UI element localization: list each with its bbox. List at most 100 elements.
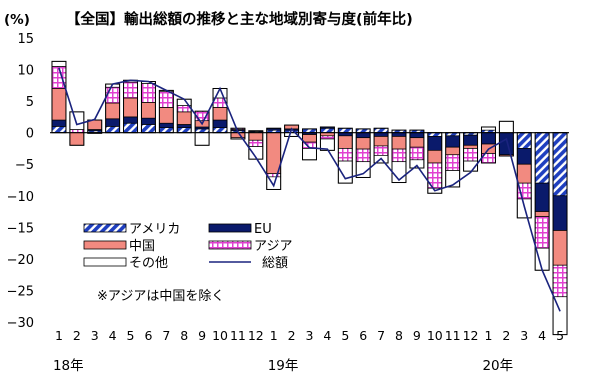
x-tick-label: 12 — [463, 328, 479, 343]
year-label: 19年 — [268, 358, 299, 374]
bar-segment-eu — [212, 119, 228, 128]
x-tick-label: 4 — [323, 328, 331, 343]
bar-segment-china — [123, 97, 138, 118]
note-text: ※アジアは中国を除く — [97, 289, 224, 304]
bar-segment-china — [552, 230, 568, 266]
bar-segment-eu — [516, 148, 532, 165]
x-tick-label: 7 — [377, 328, 385, 343]
bar-segment-eu — [427, 136, 443, 151]
legend-label-usa: アメリカ — [129, 222, 180, 237]
bar-segment-asia — [552, 264, 568, 298]
bar-segment-china — [516, 163, 532, 184]
legend-swatch-eu — [208, 223, 252, 233]
bar-segment-china — [534, 211, 550, 217]
bar-segment-eu — [355, 132, 371, 139]
bar-segment-asia — [248, 139, 264, 147]
x-tick-label: 2 — [288, 328, 296, 343]
legend-label-eu: EU — [254, 222, 272, 237]
bar-outline — [194, 110, 210, 146]
bar-segment-china — [51, 88, 67, 121]
bar-segment-china — [337, 135, 353, 149]
bar-segment-china — [391, 136, 407, 150]
x-tick-label: 7 — [162, 328, 170, 343]
bar-segment-usa — [516, 132, 532, 149]
bar-segment-asia — [123, 81, 138, 99]
bar-segment-eu — [158, 122, 174, 128]
legend-label-total: 総額 — [262, 256, 288, 271]
x-tick-label: 9 — [198, 328, 206, 343]
bar-segment-asia — [320, 135, 335, 140]
legend-swatch-usa — [83, 223, 127, 233]
y-tick-label: −10 — [7, 190, 34, 205]
x-axis-tick-labels: 1 2 3 4 5 6 7 8 9 10 11 12 1 2 3 4 5 6 7 8 9 10 11 12 1 2 3 4 5 — [55, 328, 564, 343]
y-tick-label: 5 — [26, 95, 34, 110]
x-tick-label: 1 — [484, 328, 492, 343]
bar-segment-asia — [391, 148, 407, 163]
y-tick-label: −30 — [7, 316, 34, 331]
year-label: 20年 — [482, 358, 513, 374]
x-tick-label: 10 — [427, 328, 443, 343]
bar-segment-china — [69, 132, 85, 146]
bar-segment-china — [463, 144, 478, 149]
x-tick-label: 11 — [445, 328, 461, 343]
bar-outline — [498, 120, 514, 157]
x-tick-label: 3 — [520, 328, 528, 343]
x-tick-label: 3 — [91, 328, 99, 343]
bar-segment-china — [176, 111, 192, 125]
bar-segment-other — [194, 132, 210, 146]
y-tick-label: −20 — [7, 253, 34, 268]
bar-segment-china — [105, 102, 120, 120]
x-tick-label: 1 — [270, 328, 278, 343]
bar-outline — [266, 127, 282, 190]
bar-segment-china — [230, 132, 246, 139]
bar-segment-eu — [51, 119, 67, 127]
bar-segment-asia — [445, 154, 461, 171]
bar-segment-asia — [337, 148, 353, 162]
x-tick-label: 2 — [502, 328, 510, 343]
bar-segment-eu — [499, 132, 514, 156]
bar-segment-usa — [158, 127, 174, 134]
bar-segment-eu — [409, 132, 425, 139]
bar-outline — [284, 124, 300, 137]
series-line-total — [58, 67, 561, 312]
bar-segment-eu — [552, 195, 568, 231]
x-tick-label: 2 — [73, 328, 81, 343]
bar-outline — [230, 127, 246, 140]
x-tick-label: 8 — [180, 328, 188, 343]
x-tick-label: 12 — [248, 328, 264, 343]
legend-swatch-china — [83, 240, 127, 250]
bar-segment-usa — [105, 126, 120, 134]
bar-segment-other — [302, 148, 317, 161]
bar-segment-eu — [176, 124, 192, 128]
x-tick-label: 4 — [109, 328, 117, 343]
x-tick-label: 5 — [556, 328, 564, 343]
bar-segment-other — [69, 111, 85, 130]
year-labels: 18年 19年 20年 — [53, 358, 513, 374]
legend-label-asia: アジア — [254, 239, 292, 254]
bar-segment-china — [373, 136, 389, 147]
bar-segment-china — [141, 102, 156, 119]
x-tick-label: 6 — [359, 328, 367, 343]
bar-segment-china — [248, 132, 264, 141]
bar-segment-other — [51, 61, 67, 67]
bar-segment-usa — [337, 127, 353, 134]
bar-segment-usa — [123, 122, 138, 134]
bar-segment-usa — [552, 132, 568, 197]
bar-outline — [248, 130, 264, 160]
bar-segment-china — [409, 137, 425, 148]
bar-outline — [69, 111, 85, 146]
bar-segment-eu — [463, 134, 478, 146]
bar-segment-eu — [445, 135, 461, 148]
y-axis-tick-labels: 15 10 5 0 −5 −10 −15 −20 −25 −30 — [7, 32, 34, 331]
bar-segment-asia — [463, 148, 478, 162]
x-tick-label: 5 — [127, 328, 135, 343]
y-tick-label: 0 — [26, 127, 34, 142]
legend: アメリカ EU 中国 アジア その他 総額 ※アジアは中国を除く — [83, 222, 292, 304]
bar-segment-asia — [534, 216, 550, 249]
legend-label-china: 中国 — [129, 239, 155, 254]
bar-segment-eu — [534, 182, 550, 212]
bar-segment-usa — [320, 127, 335, 134]
y-tick-label: 15 — [17, 32, 34, 47]
x-tick-label: 5 — [341, 328, 349, 343]
